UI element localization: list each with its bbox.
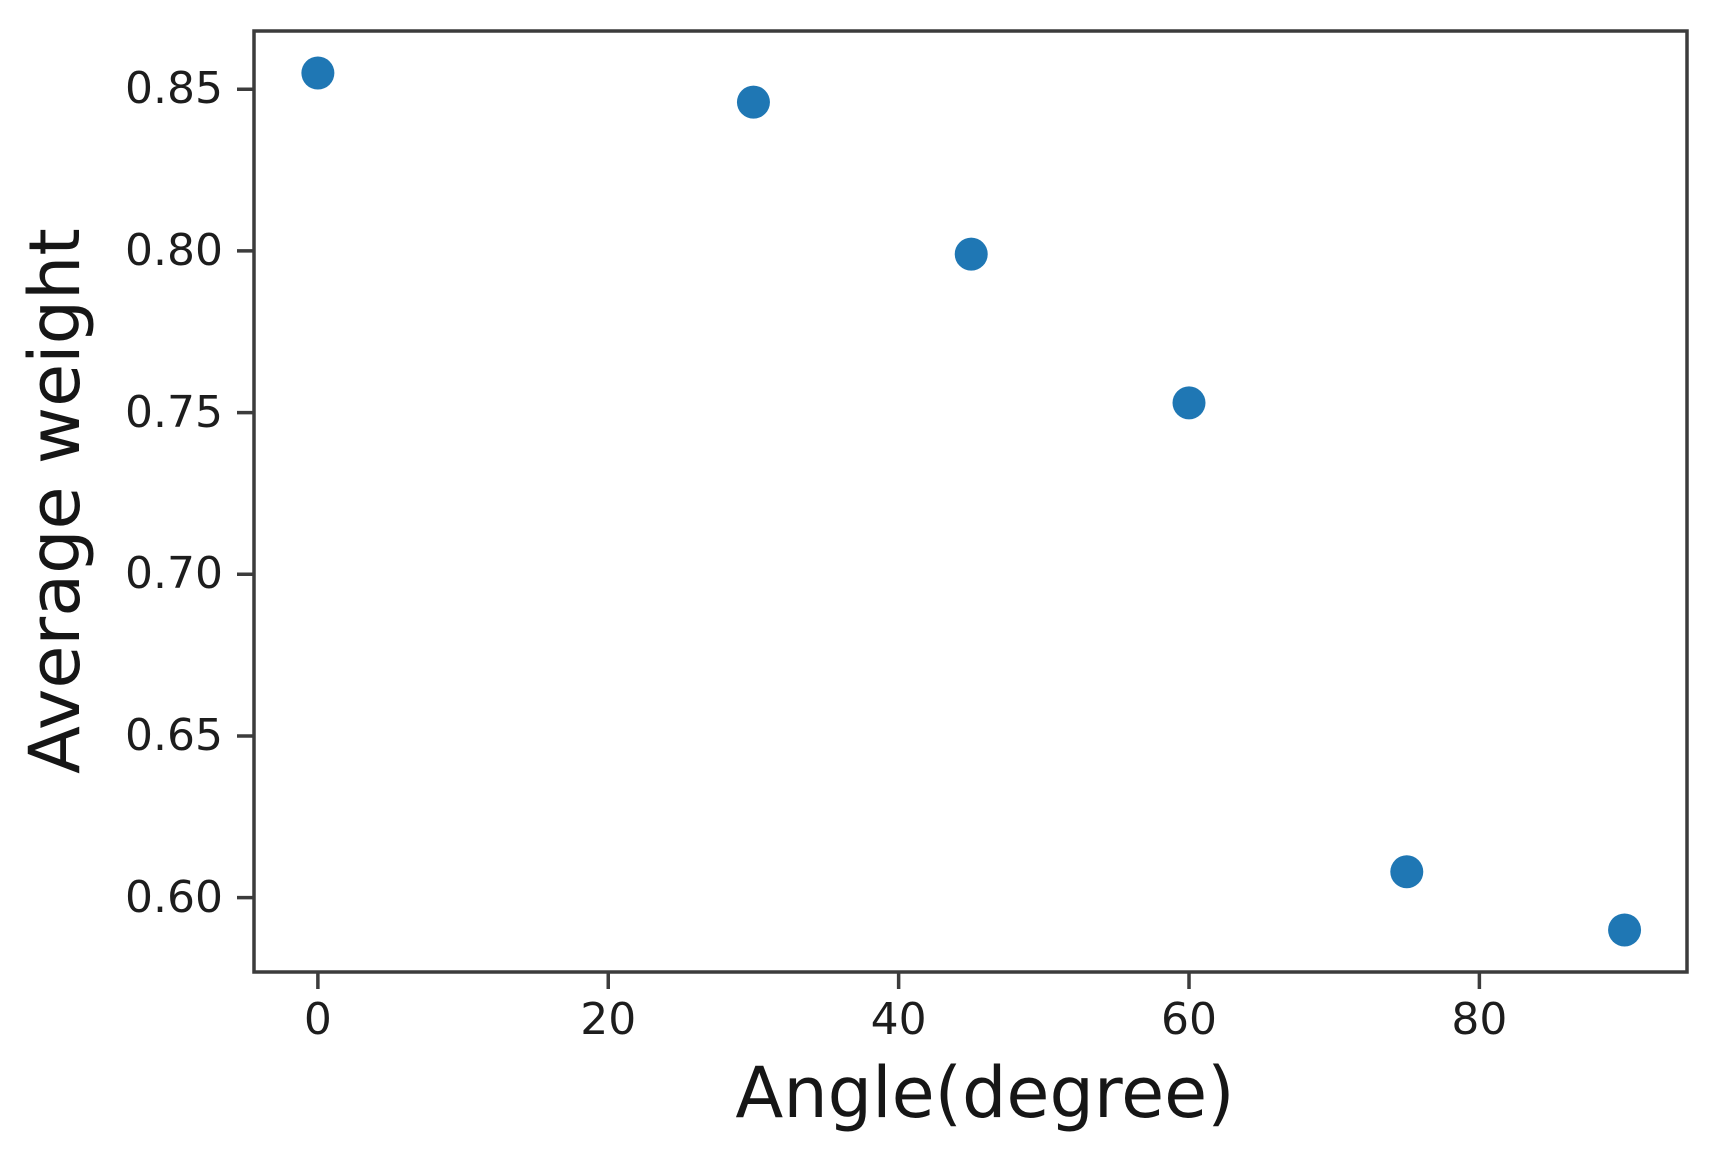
x-tick-label: 0 <box>303 994 332 1045</box>
data-point <box>954 237 988 271</box>
y-tick-label: 0.70 <box>125 548 223 600</box>
data-point <box>736 85 770 119</box>
data-point <box>1390 855 1424 889</box>
x-axis-label: Angle(degree) <box>735 1052 1235 1134</box>
x-tick-label: 60 <box>1161 994 1217 1045</box>
y-tick-label: 0.75 <box>125 386 223 438</box>
y-tick-label: 0.85 <box>125 63 223 115</box>
data-point <box>301 56 335 90</box>
data-point <box>1172 386 1206 420</box>
x-tick-label: 40 <box>870 994 927 1045</box>
x-tick-label: 20 <box>580 994 637 1045</box>
axes-spines <box>252 29 1689 974</box>
y-tick-label: 0.80 <box>125 224 223 276</box>
y-tick-label: 0.65 <box>125 709 223 761</box>
y-tick-label: 0.60 <box>125 871 223 923</box>
y-axis-label: Average weight <box>13 228 96 774</box>
data-point <box>1608 913 1642 947</box>
x-tick-label: 80 <box>1451 994 1508 1045</box>
